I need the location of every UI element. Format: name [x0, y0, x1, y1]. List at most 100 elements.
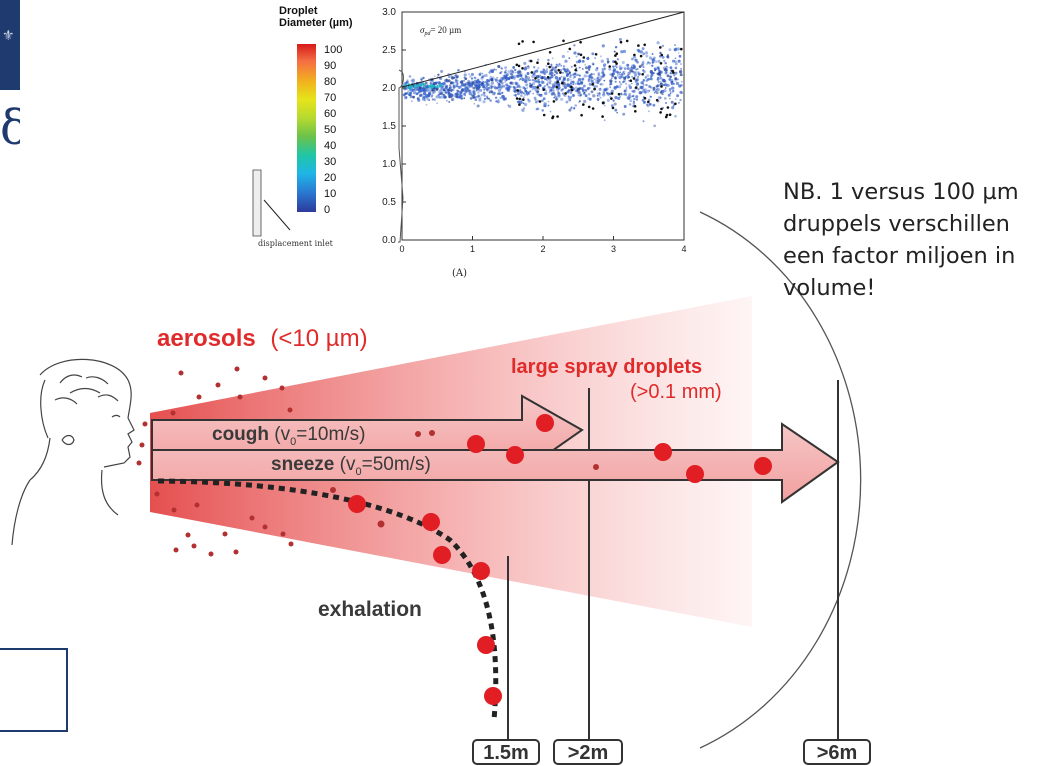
scatter-point [614, 108, 618, 112]
person-sketch [11, 358, 135, 546]
scatter-point [632, 64, 636, 67]
scatter-point [447, 88, 451, 92]
scatter-point [477, 89, 480, 92]
scatter-point [501, 91, 504, 94]
scatter-point [431, 89, 434, 92]
scatter-point [659, 51, 662, 55]
scatter-point-large [555, 85, 559, 89]
scatter-point-large [516, 89, 519, 92]
aerosols-size: (<10 µm) [270, 325, 368, 352]
scatter-point-large [561, 81, 564, 85]
scatter-point [568, 108, 572, 112]
scatter-point-jet [436, 84, 439, 87]
scatter-point-large [660, 107, 663, 111]
scatter-point [587, 96, 591, 100]
scatter-point [574, 86, 578, 90]
scatter-point [632, 100, 635, 103]
scatter-point [642, 79, 646, 82]
scatter-point [662, 84, 665, 87]
scatter-point [645, 54, 649, 58]
scatter-point [618, 85, 622, 89]
scatter-point [642, 85, 644, 88]
spray-droplets-label: large spray droplets [511, 356, 703, 378]
scatter-point [413, 88, 416, 91]
scatter-point [580, 81, 584, 85]
scatter-point [666, 74, 670, 78]
scatter-point [577, 94, 580, 97]
scatter-point [482, 92, 486, 95]
scatter-point [505, 78, 508, 82]
scatter-point [626, 76, 629, 79]
scatter-point [541, 99, 544, 102]
scatter-point [497, 88, 502, 93]
scatter-point [579, 94, 582, 97]
scatter-point [449, 81, 453, 85]
scatter-point [622, 112, 626, 116]
scatter-point [601, 44, 605, 48]
scatter-point [490, 90, 494, 93]
scatter-point [671, 86, 675, 90]
scatter-point [525, 83, 529, 87]
scatter-point [459, 90, 463, 94]
scatter-point [589, 73, 592, 76]
scatter-point [659, 81, 663, 84]
inset-scatter-plot: 3.0 2.5 2.0 1.5 1.0 0.5 0.00 1 2 3 4 [382, 7, 686, 254]
scatter-point [545, 89, 548, 92]
scatter-point-large [664, 115, 668, 119]
scatter-point [523, 107, 526, 110]
cough-value: =10m/s) [296, 424, 366, 445]
scatter-point [552, 89, 555, 92]
scatter-point [433, 98, 436, 101]
scatter-point [423, 99, 427, 102]
scatter-point [657, 76, 660, 79]
scatter-point [661, 78, 665, 82]
scatter-point [492, 92, 496, 96]
scatter-point [602, 91, 605, 94]
scatter-point [464, 83, 467, 86]
scatter-point [521, 108, 525, 112]
scatter-point [536, 79, 539, 82]
scatter-point-large [610, 97, 613, 100]
scatter-point [674, 57, 677, 59]
scatter-point [623, 79, 626, 83]
scatter-point [463, 76, 466, 79]
cough-sub: 0 [290, 435, 297, 448]
scatter-point [440, 69, 444, 73]
scatter-point [433, 82, 436, 84]
scatter-point [655, 68, 658, 71]
scatter-point [562, 76, 566, 80]
scatter-point [641, 47, 645, 51]
scatter-point [499, 86, 503, 90]
scatter-point [627, 71, 631, 75]
scatter-point [649, 95, 652, 98]
scatter-point [652, 86, 656, 90]
scatter-point [415, 92, 419, 96]
scatter-point [659, 76, 663, 80]
scatter-point [606, 61, 609, 64]
scatter-point [516, 100, 520, 104]
scatter-point [668, 48, 672, 52]
scatter-point [661, 55, 665, 59]
scatter-point [646, 89, 650, 93]
scatter-point [536, 58, 540, 61]
scatter-point-large [552, 100, 556, 103]
scatter-point [570, 106, 573, 110]
scatter-point [612, 69, 616, 73]
scatter-point [436, 81, 439, 84]
scatter-point [632, 71, 636, 74]
scatter-point [523, 92, 527, 96]
scatter-point-large [655, 98, 659, 102]
scatter-point [598, 87, 602, 92]
scatter-point [457, 68, 460, 72]
scatter-point [612, 60, 615, 63]
scatter-point [503, 71, 507, 74]
scatter-point [501, 79, 504, 82]
scatter-point [487, 83, 489, 86]
scatter-point [620, 50, 624, 54]
scatter-point [658, 70, 661, 73]
scatter-point [597, 99, 600, 102]
scatter-point [565, 74, 569, 78]
scatter-point-large [659, 46, 662, 49]
scatter-point [542, 71, 545, 74]
scatter-point [429, 82, 432, 85]
